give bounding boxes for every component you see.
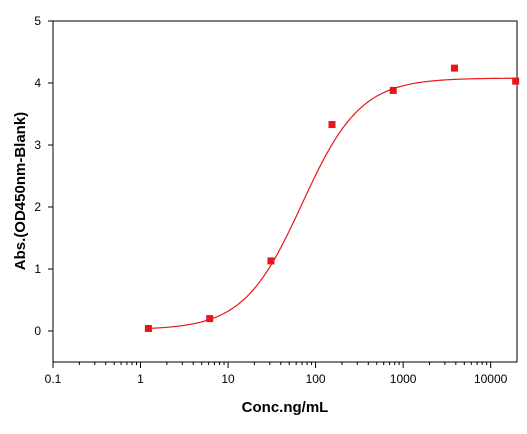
y-tick-label: 0 [34, 324, 41, 338]
data-point [267, 257, 275, 265]
fit-curve-layer [148, 77, 516, 330]
data-points-layer [144, 64, 520, 333]
data-point [144, 325, 152, 333]
y-axis: 0 1 2 3 4 5 [34, 14, 53, 338]
data-point [512, 77, 520, 85]
x-tick-label: 10000 [474, 372, 508, 386]
y-tick-label: 5 [34, 14, 41, 28]
x-tick-label: 10 [221, 372, 235, 386]
fit-curve [148, 77, 516, 330]
x-tick-label: 1 [137, 372, 144, 386]
data-point [328, 121, 336, 129]
y-tick-label: 2 [34, 200, 41, 214]
data-point [450, 64, 458, 72]
x-tick-label: 1000 [390, 372, 417, 386]
data-point [389, 86, 397, 94]
plot-area-frame [52, 20, 518, 363]
x-axis: 0.1 1 10 100 1000 10000 [45, 362, 508, 386]
y-axis-title: Abs.(OD450nm-Blank) [12, 112, 29, 270]
y-tick-label: 3 [34, 138, 41, 152]
x-tick-label: 0.1 [45, 372, 62, 386]
y-tick-label: 4 [34, 76, 41, 90]
y-tick-label: 1 [34, 262, 41, 276]
x-axis-title: Conc.ng/mL [242, 399, 329, 416]
x-tick-label: 100 [306, 372, 326, 386]
data-point [206, 315, 214, 323]
